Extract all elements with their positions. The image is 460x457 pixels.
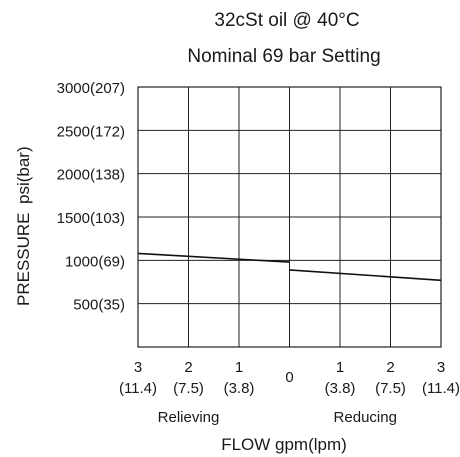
series-lines bbox=[137, 252, 442, 282]
x-tick-lpm: (7.5) bbox=[173, 380, 204, 397]
x-tick-gpm: 1 bbox=[235, 359, 243, 376]
y-tick-labels: 500(35) 1000(69) 1500(103) 2000(138) 2500(17… bbox=[57, 80, 125, 314]
y-tick-label: 2500(172) bbox=[57, 123, 125, 140]
region-label-reducing: Reducing bbox=[334, 409, 397, 426]
y-tick-label: 500(35) bbox=[73, 297, 125, 314]
x-tick-gpm: 2 bbox=[184, 359, 192, 376]
y-tick-label: 1500(103) bbox=[57, 210, 125, 227]
plot-frame bbox=[137, 86, 442, 348]
x-tick-gpm: 3 bbox=[437, 359, 445, 376]
region-labels: Relieving Reducing bbox=[158, 409, 397, 426]
x-tick-lpm: (11.4) bbox=[119, 380, 157, 397]
x-axis-label: FLOW gpm(lpm) bbox=[221, 435, 347, 454]
x-tick-gpm: 0 bbox=[285, 369, 293, 386]
y-axis-label-main: PRESSURE bbox=[14, 212, 33, 306]
x-tick-lpm: (3.8) bbox=[224, 380, 255, 397]
x-tick-gpm: 1 bbox=[336, 359, 344, 376]
series-line-relieving bbox=[137, 252, 290, 263]
x-tick-labels: 3 (11.4) 2 (7.5) 1 (3.8) 0 1 (3.8) 2 (7.5) 3 (11.4) bbox=[119, 359, 460, 397]
series-line-reducing bbox=[289, 269, 442, 282]
y-tick-label: 1000(69) bbox=[65, 253, 125, 270]
grid bbox=[137, 86, 442, 347]
chart-title: 32cSt oil @ 40°C bbox=[214, 10, 359, 31]
y-tick-label: 3000(207) bbox=[57, 80, 125, 97]
x-tick-lpm: (7.5) bbox=[375, 380, 406, 397]
y-axis-label-unit: psi(bar) bbox=[14, 146, 33, 204]
chart-subtitle: Nominal 69 bar Setting bbox=[187, 46, 380, 67]
x-tick-lpm: (3.8) bbox=[325, 380, 356, 397]
x-tick-gpm: 2 bbox=[386, 359, 394, 376]
x-tick-lpm: (11.4) bbox=[422, 380, 460, 397]
x-tick-gpm: 3 bbox=[134, 359, 142, 376]
y-tick-label: 2000(138) bbox=[57, 167, 125, 184]
region-label-relieving: Relieving bbox=[158, 409, 220, 426]
